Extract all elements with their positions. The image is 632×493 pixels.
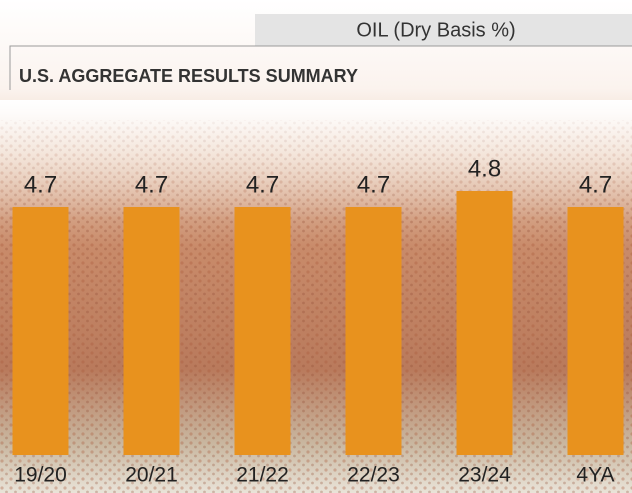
x-tick-label: 20/21 [125,464,178,487]
bar [234,207,291,455]
bar [567,207,624,455]
bar [12,207,69,455]
bar [345,207,402,455]
value-label: 4.7 [24,171,57,198]
value-label: 4.7 [579,171,612,198]
value-label: 4.7 [135,171,168,198]
x-tick-label: 21/22 [236,464,289,487]
value-label: 4.7 [246,171,279,198]
header-frame [9,45,632,90]
x-tick-label: 22/23 [347,464,400,487]
value-label: 4.8 [468,155,501,182]
chart-subtitle: U.S. AGGREGATE RESULTS SUMMARY [19,66,358,86]
header-bar [255,14,632,46]
bar [456,191,513,455]
background-fade [0,100,632,220]
x-tick-label: 23/24 [458,464,511,487]
x-tick-label: 4YA [576,464,614,487]
chart-title: OIL (Dry Basis %) [356,19,515,41]
bar [123,207,180,455]
x-tick-label: 19/20 [14,464,67,487]
value-label: 4.7 [357,171,390,198]
